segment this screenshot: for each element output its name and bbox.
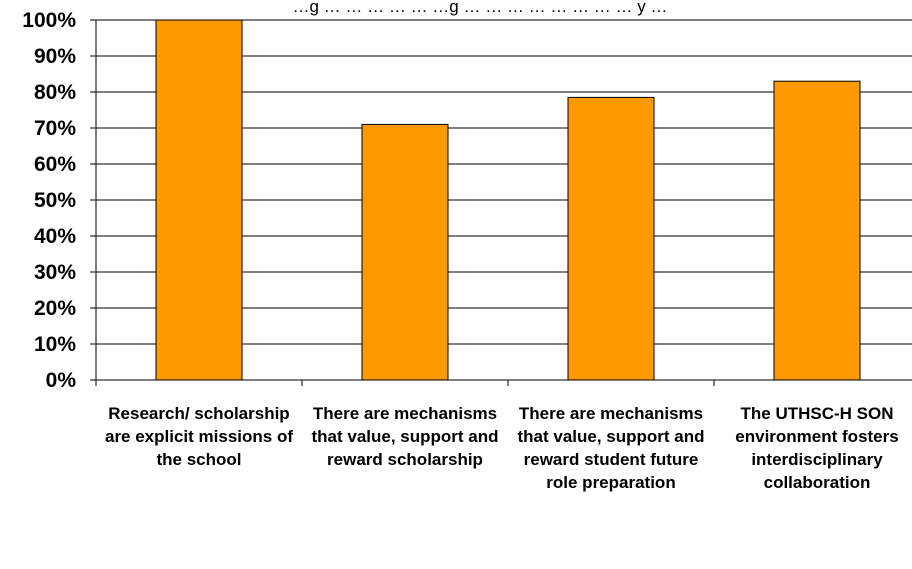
x-category-label: There are mechanisms that value, support… [517, 404, 705, 492]
y-tick-label: 30% [34, 261, 76, 284]
chart-title: …g … … … … … …g … … … … … … … … y … [293, 0, 668, 16]
axes [90, 19, 912, 386]
y-tick-label: 90% [34, 45, 76, 68]
y-tick-label: 20% [34, 297, 76, 320]
bar [361, 123, 449, 381]
y-tick-label: 80% [34, 81, 76, 104]
y-tick-label: 70% [34, 117, 76, 140]
bars [155, 19, 861, 381]
bar [155, 19, 243, 381]
bar [773, 80, 861, 381]
y-tick-label: 60% [34, 153, 76, 176]
bar [567, 96, 655, 381]
y-tick-label: 40% [34, 225, 76, 248]
x-category-label: Research/ scholarship are explicit missi… [104, 404, 293, 469]
x-category-label: The UTHSC-H SON environment fosters inte… [735, 404, 899, 492]
y-tick-label: 0% [46, 369, 77, 392]
y-axis-ticks: 0% 10% 20% 30% 40% 50% 60% 70% 80% 90% 100% [22, 9, 76, 392]
y-tick-label: 10% [34, 333, 76, 356]
y-tick-label: 100% [22, 9, 76, 32]
y-tick-label: 50% [34, 189, 76, 212]
x-category-label: There are mechanisms that value, support… [311, 404, 499, 469]
